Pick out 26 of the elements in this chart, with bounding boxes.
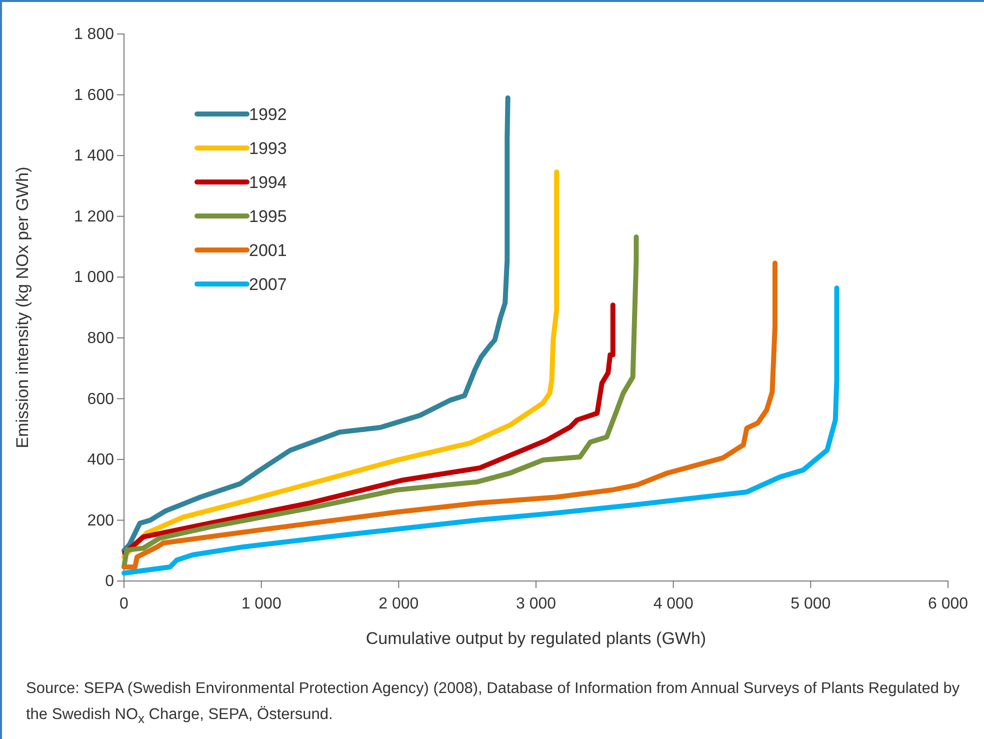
y-tick-label: 800	[87, 330, 114, 348]
legend-label: 2007	[249, 274, 287, 294]
y-tick-label: 400	[87, 452, 114, 469]
x-tick-label: 0	[120, 596, 129, 613]
y-tick-label: 1 000	[74, 269, 114, 286]
legend-label: 1993	[249, 138, 287, 158]
x-tick-label: 4 000	[653, 596, 694, 613]
y-tick-label: 600	[87, 390, 114, 408]
y-tick-label: 0	[105, 573, 114, 590]
y-tick-label: 1 200	[74, 208, 114, 226]
legend-label: 2001	[249, 240, 287, 260]
y-tick-label: 200	[87, 512, 114, 530]
x-tick-label: 1 000	[241, 596, 282, 613]
y-tick-label: 1 600	[74, 86, 114, 104]
legend-label: 1994	[249, 172, 287, 192]
y-tick-label: 1 400	[74, 148, 114, 165]
x-tick-label: 5 000	[790, 596, 831, 613]
y-axis-title: Emission intensity (kg NOx per GWh)	[13, 166, 32, 448]
legend-label: 1995	[249, 206, 287, 226]
x-tick-label: 3 000	[516, 596, 556, 613]
legend-label: 1992	[249, 104, 287, 124]
x-tick-label: 2 000	[378, 596, 419, 613]
y-tick-label: 1 800	[74, 26, 114, 44]
x-tick-label: 6 000	[928, 596, 968, 613]
x-axis-title: Cumulative output by regulated plants (GWh)	[366, 629, 706, 648]
source-note: Source: SEPA (Swedish Environmental Protection Agency) (2008), Database of Information from Annual Surveys of Plants Regulated by the Swedish NO$_{x}$ Charge, SEPA, Östersund.	[26, 679, 961, 728]
